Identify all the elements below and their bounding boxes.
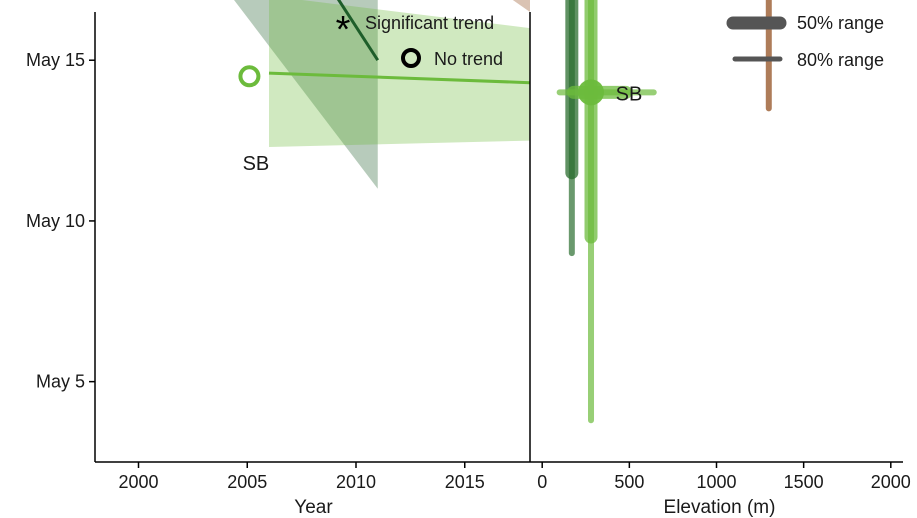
x-axis-title: Elevation (m): [664, 497, 776, 518]
x-tick-label: 2000: [118, 472, 158, 492]
x-tick-label: 0: [537, 472, 547, 492]
site-mean-point: [578, 79, 605, 106]
x-tick-label: 2015: [445, 472, 485, 492]
point-label: SB: [616, 83, 643, 105]
x-tick-label: 500: [614, 472, 644, 492]
x-tick-label: 2000: [871, 472, 911, 492]
legend-open-circle-icon: [401, 48, 421, 68]
no-trend-marker: [238, 65, 261, 88]
legend-label: Significant trend: [365, 13, 494, 33]
x-axis-title: Year: [294, 497, 333, 518]
x-tick-label: 1500: [784, 472, 824, 492]
legend-asterisk-icon: *: [336, 9, 351, 51]
elevation-panel: BGNBSBSMNM0500100015002000Elevation (m)5…: [529, 0, 911, 518]
ci-ribbon: [234, 0, 378, 189]
legend-label: No trend: [434, 49, 503, 69]
legend-label: 50% range: [797, 13, 884, 33]
x-tick-label: 2010: [336, 472, 376, 492]
legend-label: 80% range: [797, 50, 884, 70]
trend-line: [336, 0, 380, 62]
x-tick-label: 1000: [696, 472, 736, 492]
ci-ribbon: [269, 0, 530, 147]
x-tick-label: 2005: [227, 472, 267, 492]
y-tick-label: May 15: [26, 50, 85, 70]
ci-ribbon: [512, 0, 530, 12]
series-label: SB: [243, 153, 270, 175]
trend-line: [268, 71, 531, 85]
y-tick-label: May 5: [36, 372, 85, 392]
y-tick-label: May 10: [26, 211, 85, 231]
